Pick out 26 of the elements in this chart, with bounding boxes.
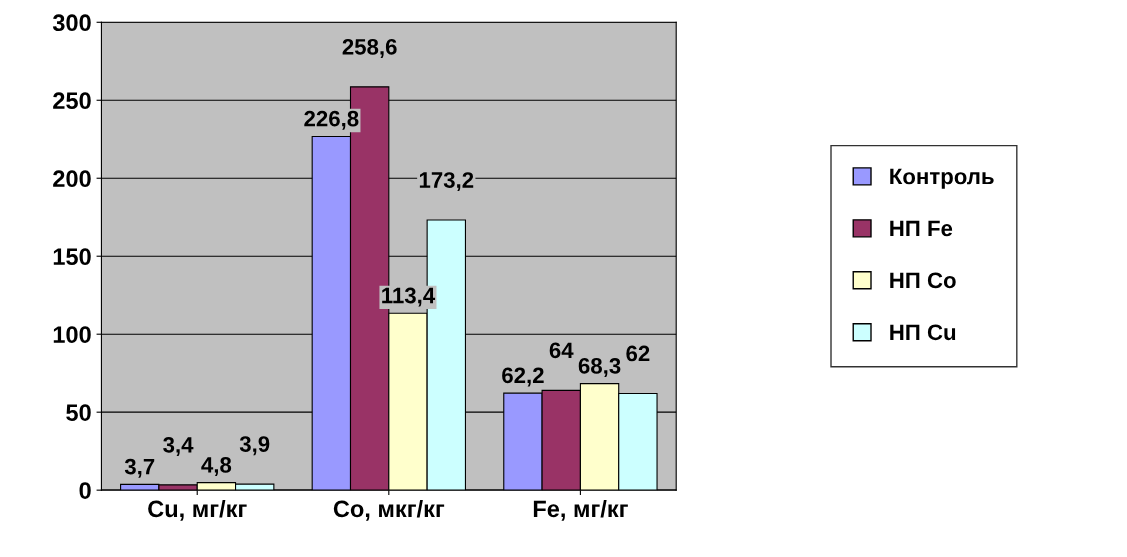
y-tick-label: 0 (79, 482, 91, 499)
data-label: 258,6 (342, 38, 397, 58)
legend-label: Контроль (890, 168, 994, 189)
y-tick-label: 150 (53, 248, 91, 266)
y-tick-label: 250 (53, 92, 91, 110)
legend-label: НП Fe (890, 220, 953, 237)
data-label: 4,8 (201, 456, 232, 476)
data-label: 3,7 (124, 458, 155, 478)
data-label: 173,2 (419, 172, 474, 192)
x-tick-label: Cu, мг/кг (148, 499, 247, 521)
y-tick-label: 200 (53, 170, 91, 188)
data-label: 62,2 (502, 367, 544, 387)
data-label: 3,4 (163, 436, 194, 456)
y-tick-label: 300 (52, 14, 91, 32)
data-label: 113,4 (382, 287, 436, 307)
data-label: 62 (626, 345, 650, 362)
y-tick-label: 50 (66, 404, 91, 421)
legend-label: НП Cu (890, 324, 956, 341)
y-tick-label: 100 (53, 326, 91, 343)
legend-label: НП Co (890, 272, 956, 289)
x-tick-label: Fe, мг/кг (533, 499, 628, 521)
data-label: 226,8 (304, 110, 359, 130)
data-label: 68,3 (578, 357, 621, 377)
data-label: 3,9 (239, 436, 270, 456)
data-label: 64 (549, 342, 574, 359)
x-tick-label: Co, мкг/кг (333, 499, 445, 521)
